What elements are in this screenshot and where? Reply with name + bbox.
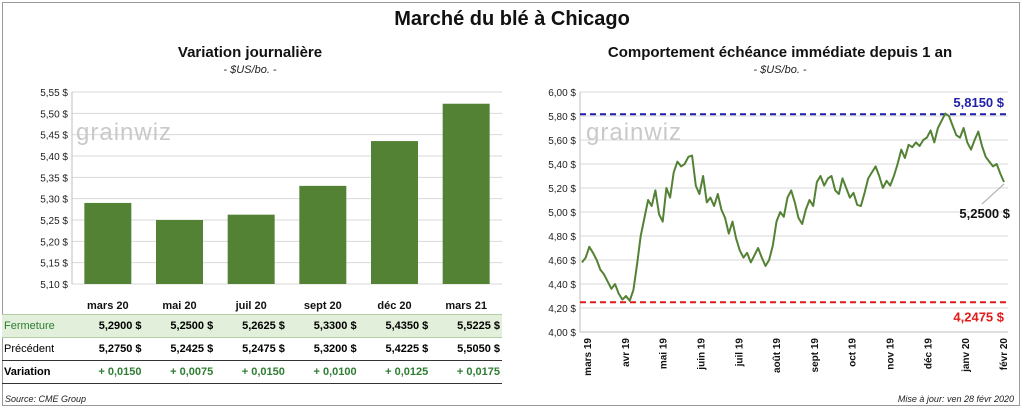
y-tick-label: 4,00 $ [548,328,576,339]
x-tick-label: avr 19 [621,338,632,367]
table-cell: + 0,0100 [286,360,359,384]
bar [84,202,132,284]
x-tick-label: déc 19 [923,338,934,370]
row-label: Précédent [4,343,55,355]
low-label: 4,2475 $ [953,309,1004,324]
y-tick-label: 5,55 $ [40,88,68,99]
table-cell: 5,4350 $ [358,314,431,338]
price-series-line [581,112,1005,302]
high-label: 5,8150 $ [953,95,1004,110]
y-tick-label: 5,40 $ [548,160,576,171]
x-tick-label: mars 21 [445,300,487,312]
y-tick-label: 6,00 $ [548,88,576,99]
bar [371,141,418,284]
y-tick-label: 5,30 $ [40,195,68,206]
x-tick-label: sept 20 [304,300,342,312]
left-chart-title: Variation journalière [177,44,323,61]
table-cell: 5,2475 $ [242,343,285,355]
chart-frame [2,2,1020,406]
bar [442,103,490,284]
y-tick-label: 5,25 $ [40,216,68,227]
x-tick-label: janv 20 [961,338,972,373]
left-chart-unit: - $US/bo. - [223,64,277,76]
update-note: Mise à jour: ven 28 févr 2020 [897,394,1014,404]
y-tick-label: 5,00 $ [548,208,576,219]
y-tick-label: 5,10 $ [40,280,68,291]
table-cell: 5,5225 $ [430,314,502,338]
table-cell: 5,3200 $ [313,343,357,355]
y-tick-label: 4,40 $ [548,280,576,291]
table-cell: + 0,0150 [215,360,287,384]
y-tick-label: 4,20 $ [548,304,576,315]
y-tick-label: 5,45 $ [40,131,68,142]
x-tick-label: juil 20 [235,300,267,312]
x-tick-label: juil 19 [734,338,745,368]
watermark-logo: grainwiz [76,119,172,146]
bar [156,220,203,284]
y-tick-label: 5,15 $ [40,259,68,270]
y-tick-label: 4,80 $ [548,232,576,243]
bar [299,185,347,284]
bar-chart: 5,10 $ 5,15 $ 5,20 $ 5,25 $ 5,30 $ 5,35 $ 5,40… [40,88,502,312]
right-chart-title: Comportement échéance immédiate depuis 1… [607,44,953,61]
right-chart-unit: - $US/bo. - [753,64,807,76]
line-chart: 4,00 $ 4,20 $ 4,40 $ 4,60 $ 4,80 $ 5,00 $ 5,20… [548,88,1011,376]
table-cell: + 0,0075 [143,360,216,384]
x-tick-label: août 19 [772,338,783,373]
x-tick-label: mai 20 [162,300,196,312]
y-tick-label: 5,20 $ [548,184,576,195]
quote-table: Fermeture 5,2900 $ 5,2500 $ 5,2625 $ 5,3… [2,314,502,384]
main-title: Marché du blé à Chicago [394,8,630,30]
x-tick-label: févr 20 [999,338,1010,371]
watermark-logo: grainwiz [586,119,682,146]
x-tick-label: juin 19 [697,338,708,371]
table-cell: 5,5050 $ [457,343,500,355]
table-cell: + 0,0150 [71,360,144,384]
y-tick-label: 4,60 $ [548,256,576,267]
bar [227,214,275,284]
x-tick-label: mars 20 [87,300,129,312]
y-tick-label: 5,80 $ [548,112,576,123]
y-tick-label: 5,40 $ [40,152,68,163]
table-cell: 5,2900 $ [71,314,144,338]
y-tick-label: 5,35 $ [40,173,68,184]
source-note: Source: CME Group [5,394,87,404]
y-tick-label: 5,20 $ [40,237,68,248]
x-tick-label: déc 20 [377,300,411,312]
y-tick-label: 5,60 $ [548,136,576,147]
table-cell: 5,2750 $ [98,343,142,355]
table-row-previous: Précédent 5,2750 $ 5,2425 $ 5,2475 $ 5,3… [2,338,502,361]
last-value-leader [981,183,1005,205]
x-tick-label: nov 19 [886,338,897,370]
table-cell: 5,2500 $ [143,314,216,338]
row-label: Variation [2,360,72,384]
row-label: Fermeture [2,314,72,338]
table-cell: + 0,0175 [430,360,502,384]
table-cell: 5,2425 $ [170,343,214,355]
x-tick-label: sept 19 [810,338,821,373]
x-tick-label: mai 19 [659,338,670,370]
y-tick-label: 5,50 $ [40,109,68,120]
last-value-label: 5,2500 $ [959,206,1010,221]
table-row-close: Fermeture 5,2900 $ 5,2500 $ 5,2625 $ 5,3… [2,314,502,338]
table-row-variation: Variation + 0,0150 + 0,0075 + 0,0150 + 0… [2,360,502,384]
x-tick-label: oct 19 [848,338,859,367]
table-cell: 5,3300 $ [286,314,359,338]
table-cell: + 0,0125 [358,360,431,384]
table-cell: 5,2625 $ [215,314,287,338]
table-cell: 5,4225 $ [385,343,429,355]
x-tick-label: mars 19 [583,338,594,376]
